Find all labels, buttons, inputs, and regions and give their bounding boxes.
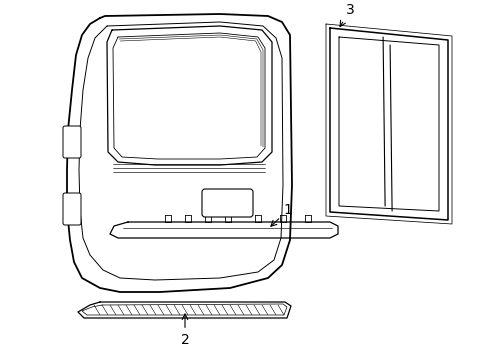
Text: 2: 2 (180, 314, 189, 347)
FancyBboxPatch shape (63, 193, 81, 225)
FancyBboxPatch shape (202, 189, 252, 217)
Text: 1: 1 (270, 203, 292, 226)
FancyBboxPatch shape (63, 126, 81, 158)
Text: 3: 3 (339, 3, 354, 27)
